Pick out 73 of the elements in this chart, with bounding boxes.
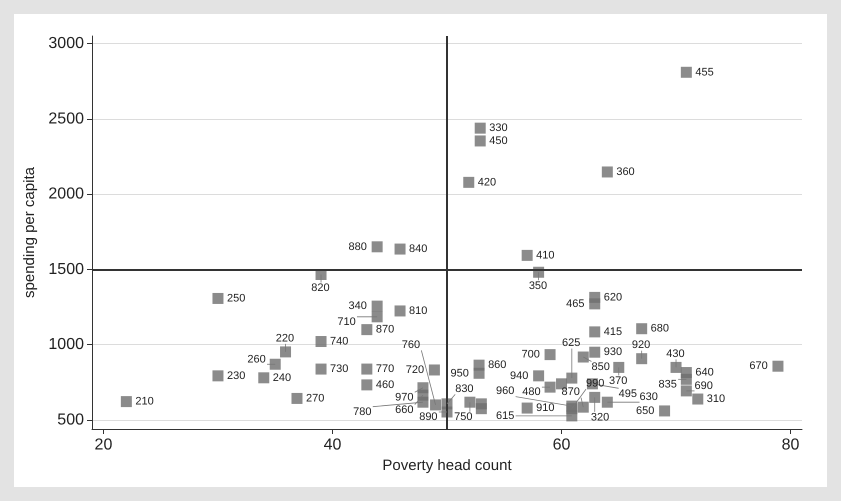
- annotation: 950: [450, 367, 469, 380]
- annotation: 810: [409, 304, 428, 317]
- annotation: 690: [694, 380, 713, 392]
- annotation: 450: [489, 134, 508, 147]
- annotation: 250: [226, 292, 246, 304]
- annotation: 420: [478, 176, 496, 188]
- annotation: 415: [604, 326, 622, 338]
- annotation: 710: [337, 316, 356, 328]
- x-axis-title: Poverty head count: [382, 456, 512, 474]
- annotation: 310: [706, 393, 726, 406]
- annotation: 220: [276, 332, 294, 344]
- annotation: 210: [135, 396, 154, 408]
- y-tick-label: 1000: [48, 336, 84, 354]
- annotation: 340: [348, 300, 367, 312]
- annotation: 880: [348, 240, 367, 253]
- annotation: 780: [353, 406, 372, 418]
- annotation: 770: [376, 363, 394, 376]
- annotation: 370: [608, 374, 628, 387]
- annotation: 495: [618, 388, 637, 400]
- annotation: 330: [489, 122, 508, 134]
- annotation: 910: [536, 402, 555, 414]
- annotation: 890: [419, 410, 438, 423]
- annotation: 940: [510, 370, 528, 382]
- y-tick-label: 2500: [48, 110, 84, 128]
- y-tick-label: 1500: [48, 260, 84, 278]
- annotation: 860: [488, 359, 506, 372]
- annotation: 480: [522, 386, 541, 398]
- annotation: 350: [528, 280, 548, 292]
- y-tick-label: 3000: [48, 35, 84, 52]
- annotation: 850: [591, 361, 610, 374]
- annotation: 700: [521, 348, 540, 361]
- annotation: 230: [226, 370, 246, 382]
- annotation: 870: [561, 386, 580, 398]
- annotation: 835: [658, 378, 677, 390]
- annotation: 730: [330, 363, 348, 376]
- annotation: 920: [632, 339, 650, 352]
- annotation: 660: [395, 404, 414, 416]
- annotation: 410: [536, 249, 555, 262]
- annotation: 680: [650, 322, 670, 335]
- x-tick-label: 20: [94, 436, 112, 454]
- annotation: 620: [604, 291, 622, 304]
- annotation: 630: [640, 391, 658, 404]
- annotation: 670: [749, 360, 768, 372]
- annotation: 720: [406, 364, 424, 376]
- annotation: 455: [695, 66, 714, 78]
- annotation: 260: [247, 353, 266, 366]
- annotation: 240: [272, 372, 292, 384]
- annotation: 820: [311, 282, 330, 294]
- x-tick-label: 80: [782, 436, 800, 454]
- y-tick-label: 500: [57, 411, 84, 428]
- annotation: 840: [409, 243, 428, 256]
- annotation: 760: [402, 338, 420, 351]
- annotation: 360: [616, 166, 635, 178]
- annotation: 650: [636, 404, 654, 417]
- x-tick-label: 40: [324, 436, 342, 454]
- y-axis-title: spending per capita: [21, 166, 38, 298]
- annotation: 465: [566, 298, 584, 310]
- annotation: 870: [376, 324, 394, 336]
- annotation: 625: [562, 337, 580, 350]
- annotation: 960: [496, 385, 514, 398]
- annotation: 750: [454, 411, 472, 424]
- annotation: 270: [306, 392, 324, 404]
- annotation: 320: [590, 411, 610, 424]
- annotation: 615: [496, 410, 514, 422]
- annotation: 640: [695, 366, 714, 379]
- annotation: 740: [330, 336, 348, 348]
- annotation: 430: [666, 348, 685, 360]
- y-tick-label: 2000: [48, 186, 84, 203]
- annotation: 460: [376, 378, 394, 391]
- annotation: 830: [455, 382, 474, 395]
- annotation: 930: [604, 346, 622, 358]
- annotation: 970: [395, 392, 414, 404]
- x-tick-label: 60: [552, 436, 571, 454]
